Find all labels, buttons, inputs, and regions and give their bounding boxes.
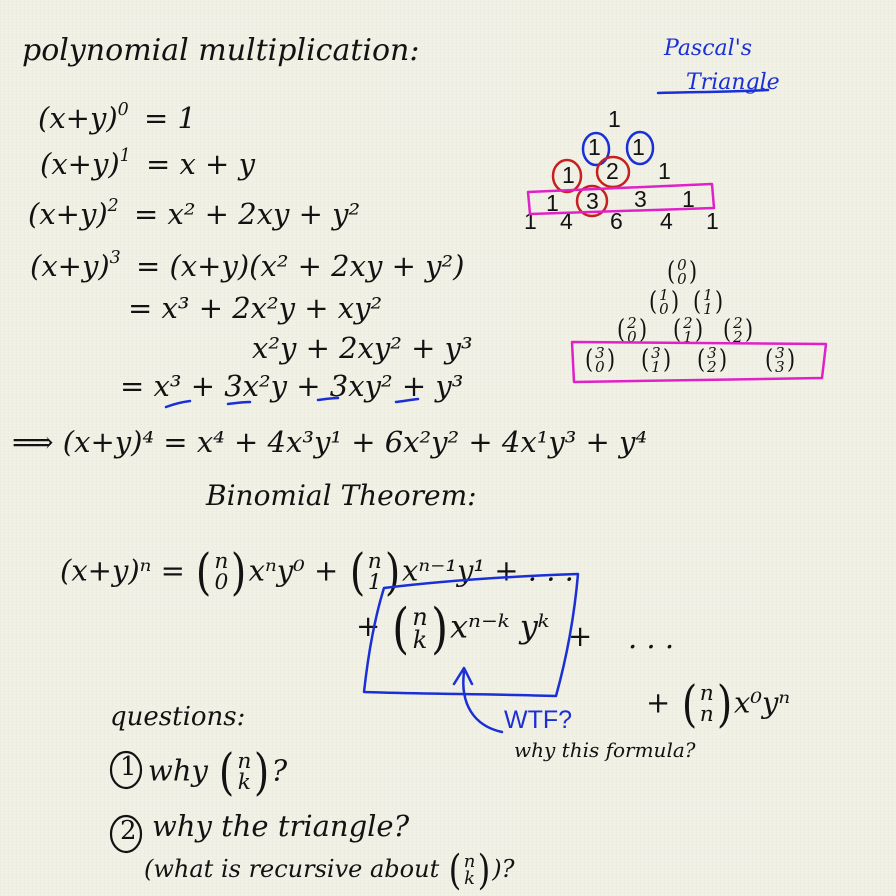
- wtf-annotation: WTF?: [504, 706, 573, 734]
- expansion-n3-step2: x²y + 2xy² + y³: [252, 331, 473, 365]
- wtf-arrow: [462, 670, 504, 734]
- coef-underline-3a: [226, 400, 252, 406]
- question-1-number: 1: [120, 752, 137, 782]
- coef-underline-3b: [316, 396, 340, 402]
- pascal-r4-c4: 1: [706, 208, 719, 234]
- pascal-r4-c1: 4: [560, 208, 573, 234]
- expansion-n3-step1: = x³ + 2x²y + xy²: [128, 291, 383, 325]
- binomial-ellipsis: . . .: [628, 621, 675, 655]
- page-title: polynomial multiplication:: [22, 33, 420, 68]
- binom-r3-c1: (3 1): [641, 344, 671, 377]
- question-1-circle: [109, 750, 143, 790]
- red-circle-r3-c1: [575, 184, 609, 218]
- binom-r0-c0: (0 0): [667, 256, 697, 289]
- binom-r3-c3: (3 3): [765, 344, 795, 377]
- binomial-last-term: + (n n) x⁰yⁿ: [646, 675, 791, 733]
- pascal-r3-c0: 1: [546, 190, 559, 216]
- red-circle-r2-c1: [595, 155, 631, 189]
- binom-r3-c2: (3 2): [697, 344, 727, 377]
- coef-underline-1: [164, 399, 192, 409]
- pascal-label-line1: Pascal's: [664, 36, 753, 61]
- question-1-text: why (n k)?: [148, 743, 288, 801]
- binom-r1-c0: (1 0): [649, 286, 679, 319]
- pascal-r0-c0: 1: [608, 106, 621, 132]
- why-this-formula-note: why this formula?: [514, 738, 696, 762]
- wtf-arrowhead: [452, 666, 474, 686]
- pascal-label-underline: [656, 88, 770, 95]
- expansion-n3: (x+y)3 = (x+y)(x² + 2xy + y²): [30, 247, 465, 283]
- red-circle-r2-c0: [551, 158, 583, 194]
- binom-r2-c0: (2 0): [617, 314, 647, 347]
- blue-circle-r1-c1: [625, 130, 655, 166]
- expansion-n4: ⟹ (x+y)⁴ = x⁴ + 4x³y¹ + 6x²y² + 4x¹y³ + …: [12, 425, 648, 459]
- pascal-r2-c2: 1: [658, 158, 671, 184]
- questions-heading: questions:: [110, 702, 246, 732]
- binomial-theorem-line1: (x+y)ⁿ = (n 0) xⁿy⁰ + (n 1) xⁿ⁻¹y¹ + . . .: [60, 543, 574, 601]
- pascal-r1-c1: 1: [632, 134, 645, 160]
- pascal-r3-c1: 3: [586, 188, 599, 214]
- pascal-r4-c3: 4: [660, 208, 673, 234]
- binomial-general-term: (n k) xⁿ⁻ᵏ yᵏ: [392, 597, 550, 660]
- magenta-box-numeric-row3: [526, 182, 716, 216]
- pascal-r1-c0: 1: [588, 134, 601, 160]
- blue-circle-r1-c0: [581, 131, 611, 167]
- question-2-circle: [109, 814, 143, 854]
- expansion-n1: (x+y)1 = x + y: [40, 145, 255, 181]
- binom-r2-c2: (2 2): [723, 314, 753, 347]
- pascal-r4-c2: 6: [610, 208, 623, 234]
- binom-r2-c1: (2 1): [673, 314, 703, 347]
- expansion-n3-result: = x³ + 3x²y + 3xy² + y³: [120, 369, 464, 403]
- pascal-r3-c3: 1: [682, 186, 695, 212]
- magenta-box-binomial-row3: [570, 340, 828, 384]
- pascal-r4-c0: 1: [524, 208, 537, 234]
- binom-r3-c0: (3 0): [585, 344, 615, 377]
- binom-n-0: (n 0): [196, 543, 247, 601]
- question-2-text: why the triangle?: [152, 809, 410, 843]
- expansion-n0: (x+y)0 = 1: [38, 99, 196, 135]
- pascal-r2-c1: 2: [606, 158, 619, 184]
- pascal-r2-c0: 1: [562, 162, 575, 188]
- general-term-box: [362, 572, 580, 698]
- expansion-n2: (x+y)2 = x² + 2xy + y²: [28, 195, 361, 231]
- binom-n-1: (n 1): [349, 543, 401, 601]
- pascal-r3-c2: 3: [634, 186, 647, 212]
- binom-r1-c1: (1 1): [693, 286, 723, 319]
- question-2-number: 2: [120, 816, 137, 846]
- coef-underline-1b: [394, 397, 420, 404]
- pascal-label-line2: Triangle: [686, 70, 780, 95]
- binomial-theorem-heading: Binomial Theorem:: [206, 479, 477, 512]
- question-2-subtext: (what is recursive about (n k))?: [144, 846, 515, 894]
